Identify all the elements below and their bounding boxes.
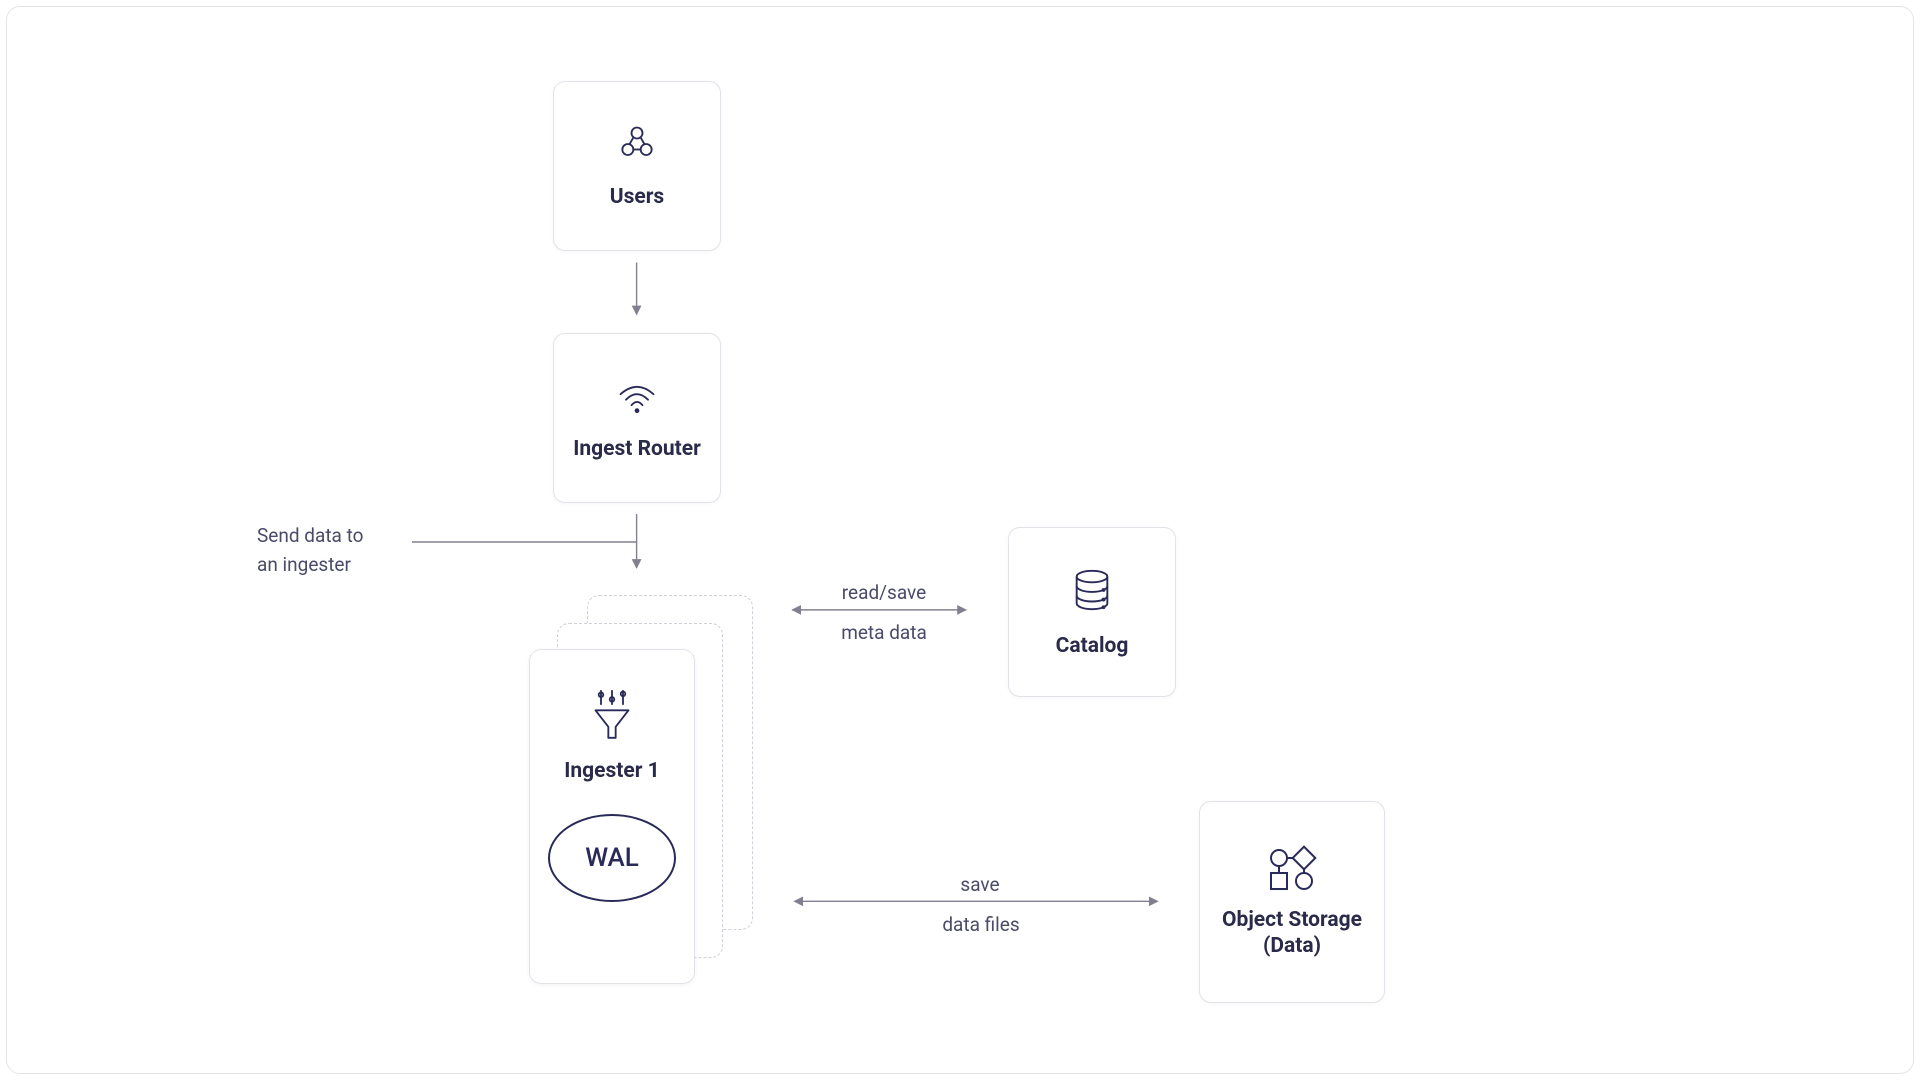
edge-label-catalog-top: read/save: [839, 579, 929, 608]
node-router: Ingest Router: [553, 333, 721, 503]
node-storage-label: Object Storage (Data): [1222, 907, 1362, 960]
node-ingester-stack: Ingester 1 WAL: [529, 595, 759, 995]
edge-label-send: Send data to an ingester: [257, 522, 363, 579]
edge-label-storage-bottom: data files: [921, 911, 1041, 940]
node-ingester-label: Ingester 1: [564, 758, 659, 784]
wifi-icon: [608, 374, 666, 418]
diagram-stage: Users Ingest Router: [7, 7, 1913, 1073]
diagram-frame: Users Ingest Router: [6, 6, 1914, 1074]
edge-label-catalog-bottom: meta data: [839, 619, 929, 648]
node-storage: Object Storage (Data): [1199, 801, 1385, 1003]
edge-label-send-line2: an ingester: [257, 553, 351, 576]
wal-badge: WAL: [548, 814, 676, 902]
node-router-label: Ingest Router: [573, 436, 701, 462]
shapes-icon: [1264, 845, 1320, 893]
database-icon: [1069, 565, 1115, 615]
node-catalog: Catalog: [1008, 527, 1176, 697]
node-storage-label-line1: Object Storage: [1222, 908, 1362, 932]
node-users-label: Users: [610, 184, 664, 210]
funnel-icon: [590, 684, 634, 744]
edge-label-send-line1: Send data to: [257, 524, 363, 547]
node-storage-label-line2: (Data): [1263, 934, 1321, 958]
edge-label-storage-top: save: [945, 871, 1015, 900]
node-catalog-label: Catalog: [1056, 633, 1129, 659]
ingester-front: Ingester 1 WAL: [529, 649, 695, 984]
users-icon: [615, 122, 659, 166]
node-users: Users: [553, 81, 721, 251]
